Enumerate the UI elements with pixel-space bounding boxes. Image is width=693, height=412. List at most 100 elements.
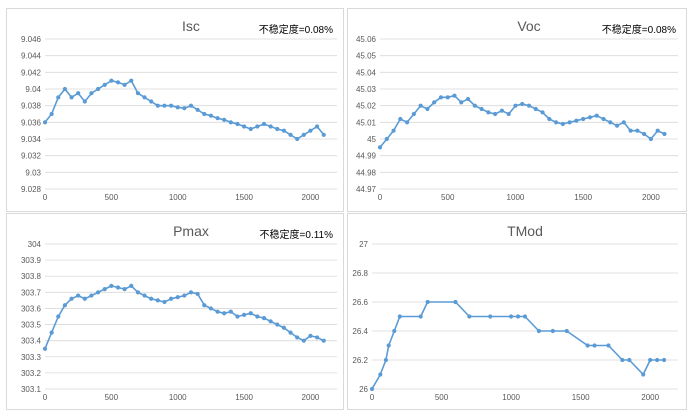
data-point bbox=[129, 283, 134, 288]
data-point bbox=[369, 386, 375, 392]
data-point bbox=[553, 120, 559, 125]
data-point bbox=[506, 111, 511, 117]
y-tick-label: 9.038 bbox=[21, 102, 42, 111]
data-point bbox=[215, 309, 220, 314]
chart-svg: TMod 26 26.2 26.4 26.6 26.8 27 0 500 1000 1500 2000 bbox=[352, 223, 678, 402]
chart-panel-tmod: TMod 26 26.2 26.4 26.6 26.8 27 0 500 1000 1500 2000 bbox=[347, 213, 687, 410]
data-point bbox=[567, 120, 572, 125]
data-point bbox=[564, 328, 569, 334]
data-point bbox=[391, 128, 396, 133]
data-point bbox=[404, 120, 410, 125]
data-point bbox=[95, 86, 101, 92]
y-tick-label: 26.4 bbox=[352, 327, 368, 336]
data-point bbox=[397, 314, 402, 319]
y-tick-label: 304 bbox=[28, 240, 42, 249]
data-point bbox=[486, 110, 491, 115]
data-point bbox=[594, 113, 599, 118]
data-point bbox=[56, 95, 61, 100]
y-tick-label: 45.04 bbox=[356, 68, 377, 77]
data-point bbox=[122, 82, 127, 87]
data-point bbox=[49, 330, 54, 335]
data-point bbox=[222, 311, 227, 316]
y-tick-label: 45.05 bbox=[356, 52, 377, 61]
data-point bbox=[614, 123, 620, 128]
y-tick-label: 44.97 bbox=[356, 185, 377, 194]
data-point bbox=[241, 312, 247, 317]
chart-svg: Voc 不稳定度=0.08% 44.97 44.98 44.99 45 45.01 45.02… bbox=[356, 18, 678, 202]
data-point bbox=[295, 136, 300, 142]
data-point bbox=[261, 121, 267, 127]
x-tick-label: 1000 bbox=[502, 393, 520, 402]
data-point bbox=[378, 372, 383, 377]
data-point bbox=[182, 106, 187, 111]
y-tick-label: 9.03 bbox=[25, 168, 41, 177]
x-tick-label: 2000 bbox=[302, 193, 320, 202]
data-point bbox=[540, 110, 545, 115]
data-point bbox=[142, 293, 147, 298]
data-point bbox=[49, 111, 54, 117]
x-tick-label: 500 bbox=[105, 393, 119, 402]
y-tick-label: 303.9 bbox=[21, 256, 42, 265]
data-point bbox=[536, 328, 542, 334]
data-point bbox=[115, 285, 121, 290]
data-point bbox=[248, 126, 253, 132]
data-point bbox=[432, 100, 437, 105]
data-point bbox=[155, 298, 160, 303]
y-tick-label: 26.2 bbox=[352, 356, 368, 365]
data-point bbox=[82, 99, 87, 104]
data-point bbox=[620, 357, 625, 363]
data-point bbox=[188, 290, 194, 295]
y-tick-label: 9.042 bbox=[21, 68, 42, 77]
y-tick-label: 27 bbox=[359, 240, 368, 249]
data-point bbox=[383, 357, 389, 363]
x-tick-label: 500 bbox=[441, 193, 455, 202]
y-tick-label: 45.02 bbox=[356, 102, 377, 111]
y-tick-label: 9.046 bbox=[21, 35, 42, 44]
data-point bbox=[102, 82, 107, 87]
data-point bbox=[585, 343, 590, 348]
chart-panel-pmax: Pmax 不稳定度=0.11% 303.1 303.2 303.3 303.4 303.5 3… bbox=[6, 213, 344, 410]
data-point bbox=[398, 116, 403, 122]
data-point bbox=[288, 132, 293, 137]
data-point bbox=[281, 325, 287, 330]
chart-title: Isc bbox=[182, 18, 200, 34]
instability-annotation: 不稳定度=0.08% bbox=[259, 23, 333, 36]
data-point bbox=[202, 303, 207, 308]
y-tick-label: 9.034 bbox=[21, 135, 42, 144]
data-point bbox=[308, 128, 313, 133]
y-tick-label: 9.04 bbox=[25, 85, 41, 94]
data-point bbox=[526, 103, 532, 108]
chart-svg: Isc 不稳定度=0.08% 9.028 9.03 9.032 9.034 9.036 9.0… bbox=[21, 18, 337, 202]
instability-annotation: 不稳定度=0.11% bbox=[260, 228, 334, 241]
data-point bbox=[661, 357, 667, 363]
data-point bbox=[314, 124, 320, 129]
data-point bbox=[69, 95, 74, 100]
data-point bbox=[560, 121, 565, 127]
data-point bbox=[438, 95, 444, 100]
data-point bbox=[228, 120, 233, 125]
data-point bbox=[662, 131, 667, 137]
data-point bbox=[308, 333, 313, 338]
y-tick-label: 9.036 bbox=[21, 118, 42, 127]
y-tick-label: 45.01 bbox=[356, 118, 377, 127]
data-point bbox=[459, 100, 464, 105]
data-point bbox=[235, 121, 240, 127]
data-point bbox=[418, 314, 423, 319]
y-tick-label: 26.8 bbox=[352, 269, 368, 278]
data-point bbox=[472, 103, 477, 108]
data-point bbox=[648, 357, 653, 363]
data-point bbox=[301, 338, 306, 343]
chart-svg: Pmax 不稳定度=0.11% 303.1 303.2 303.3 303.4 303.5 3… bbox=[21, 223, 337, 402]
y-tick-label: 303.8 bbox=[21, 272, 42, 281]
data-point bbox=[288, 330, 293, 335]
x-tick-label: 1000 bbox=[507, 193, 525, 202]
y-tick-label: 45.06 bbox=[356, 35, 377, 44]
data-point bbox=[241, 124, 247, 129]
data-point bbox=[168, 103, 174, 108]
y-tick-label: 303.1 bbox=[21, 385, 42, 394]
x-tick-label: 1000 bbox=[169, 193, 187, 202]
data-point bbox=[235, 314, 240, 319]
chart-panel-voc: Voc 不稳定度=0.08% 44.97 44.98 44.99 45 45.01 45.02… bbox=[347, 8, 687, 212]
y-tick-label: 45 bbox=[367, 135, 376, 144]
data-point bbox=[202, 111, 207, 117]
